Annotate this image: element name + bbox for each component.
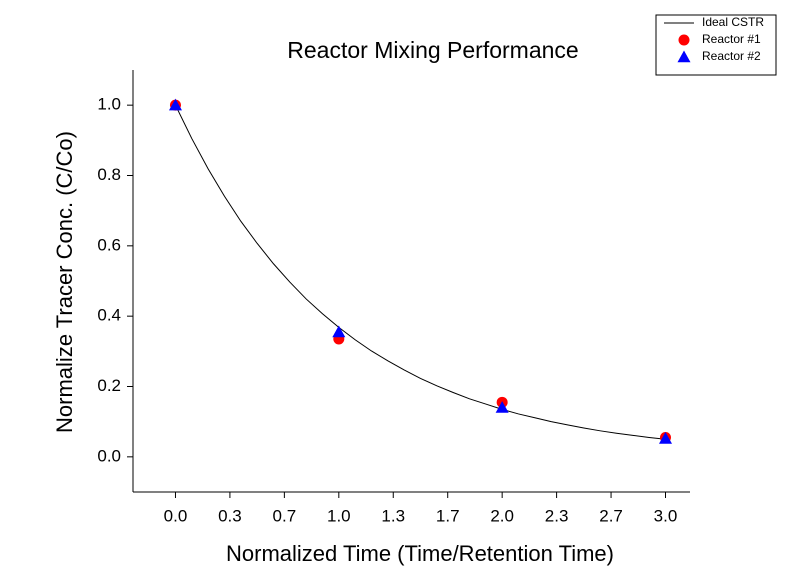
x-tick-label: 2.0 <box>490 506 514 525</box>
x-tick-label: 0.3 <box>218 506 242 525</box>
y-axis-label: Normalize Tracer Conc. (C/Co) <box>52 131 77 433</box>
point <box>332 325 346 338</box>
legend-swatch <box>678 34 690 46</box>
point <box>168 98 182 111</box>
x-tick-label: 1.7 <box>436 506 460 525</box>
x-tick-label: 2.7 <box>599 506 623 525</box>
legend-label: Ideal CSTR <box>702 15 764 29</box>
x-tick-label: 1.0 <box>327 506 351 525</box>
legend-label: Reactor #2 <box>702 49 761 63</box>
y-tick-label: 0.0 <box>97 446 121 465</box>
y-tick-label: 0.2 <box>97 376 121 395</box>
x-tick-label: 0.7 <box>273 506 297 525</box>
x-axis-label: Normalized Time (Time/Retention Time) <box>226 541 614 566</box>
y-tick-label: 1.0 <box>97 95 121 114</box>
x-tick-label: 0.0 <box>164 506 188 525</box>
point <box>658 432 672 444</box>
chart-title: Reactor Mixing Performance <box>287 37 578 63</box>
point <box>495 401 509 413</box>
x-tick-label: 2.3 <box>545 506 569 525</box>
x-tick-label: 3.0 <box>654 506 678 525</box>
line <box>175 104 666 440</box>
legend-label: Reactor #1 <box>702 32 761 46</box>
legend-box <box>655 14 777 76</box>
y-tick-label: 0.4 <box>97 306 121 325</box>
x-tick-label: 1.3 <box>381 506 405 525</box>
legend-swatch <box>677 50 691 63</box>
y-tick-label: 0.8 <box>97 165 121 184</box>
y-tick-label: 0.6 <box>97 235 121 254</box>
